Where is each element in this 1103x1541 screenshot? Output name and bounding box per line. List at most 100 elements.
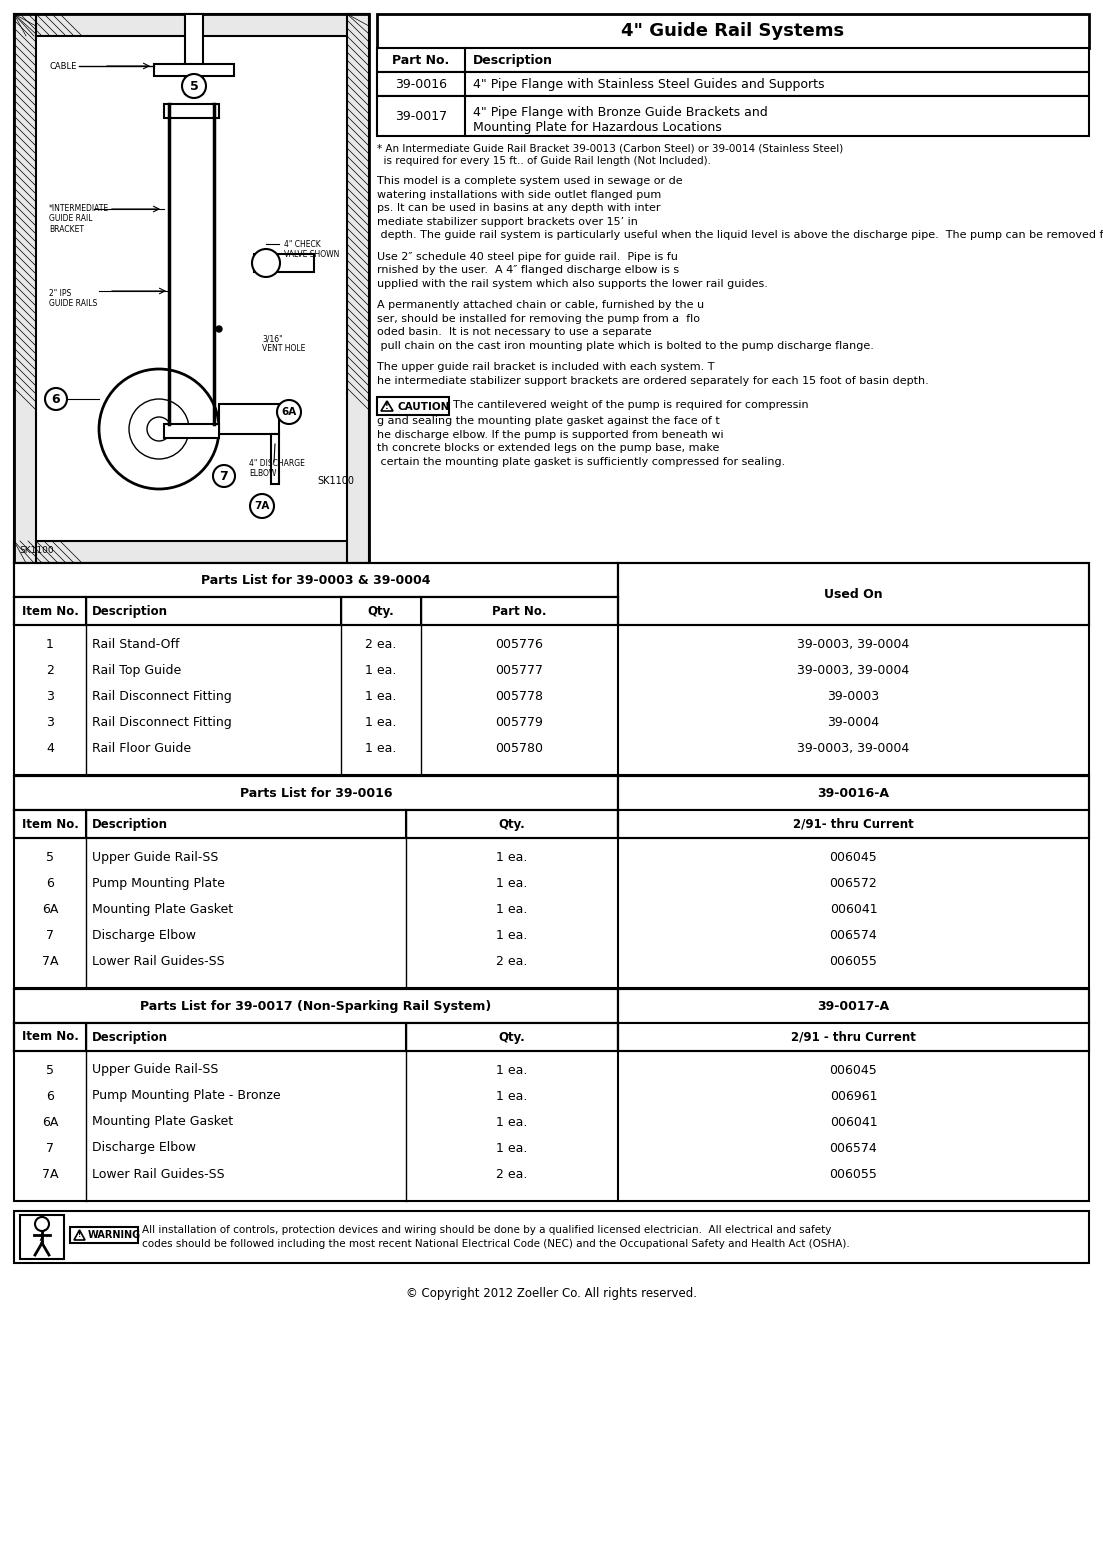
Text: 6: 6 xyxy=(46,877,54,889)
Text: 5: 5 xyxy=(46,1063,54,1077)
Text: Lower Rail Guides-SS: Lower Rail Guides-SS xyxy=(92,1168,225,1180)
Text: 6: 6 xyxy=(52,393,61,405)
Text: 006961: 006961 xyxy=(829,1089,877,1102)
Text: SK1100: SK1100 xyxy=(317,476,354,485)
Text: Rail Top Guide: Rail Top Guide xyxy=(92,664,181,676)
Bar xyxy=(14,1211,1089,1264)
Text: 2/91 - thru Current: 2/91 - thru Current xyxy=(791,1031,915,1043)
Text: © Copyright 2012 Zoeller Co. All rights reserved.: © Copyright 2012 Zoeller Co. All rights … xyxy=(406,1287,697,1299)
Bar xyxy=(185,14,203,94)
Text: 2" IPS
GUIDE RAILS: 2" IPS GUIDE RAILS xyxy=(49,290,97,308)
Text: watering installations with side outlet flanged pum: watering installations with side outlet … xyxy=(377,190,662,199)
Text: Used On: Used On xyxy=(824,587,882,601)
Text: upplied with the rail system which also supports the lower rail guides.: upplied with the rail system which also … xyxy=(377,279,768,288)
Text: Use 2″ schedule 40 steel pipe for guide rail.  Pipe is fu: Use 2″ schedule 40 steel pipe for guide … xyxy=(377,251,678,262)
Circle shape xyxy=(250,495,274,518)
Text: CABLE: CABLE xyxy=(49,62,76,71)
Bar xyxy=(14,14,370,562)
Text: This model is a complete system used in sewage or de: This model is a complete system used in … xyxy=(377,176,683,186)
Text: Description: Description xyxy=(92,1031,168,1043)
Text: 4" DISCHARGE
ELBOW: 4" DISCHARGE ELBOW xyxy=(249,459,304,478)
Text: 39-0016-A: 39-0016-A xyxy=(817,786,889,800)
Text: 1 ea.: 1 ea. xyxy=(365,741,397,755)
Bar xyxy=(618,562,1089,626)
Bar xyxy=(14,562,618,596)
Text: 7: 7 xyxy=(46,929,54,942)
Text: 2 ea.: 2 ea. xyxy=(496,954,527,968)
Text: 006045: 006045 xyxy=(829,1063,877,1077)
Text: 1 ea.: 1 ea. xyxy=(365,689,397,703)
Text: Discharge Elbow: Discharge Elbow xyxy=(92,1142,196,1154)
Text: 1 ea.: 1 ea. xyxy=(496,1116,527,1128)
Bar xyxy=(14,596,618,626)
Text: 4: 4 xyxy=(46,741,54,755)
Bar xyxy=(618,1023,1089,1051)
Text: !: ! xyxy=(385,402,389,410)
Text: 006041: 006041 xyxy=(829,1116,877,1128)
Bar xyxy=(377,96,1089,136)
Text: 39-0004: 39-0004 xyxy=(827,715,879,729)
Text: CAUTION: CAUTION xyxy=(397,402,449,411)
Text: WARNING: WARNING xyxy=(88,1230,141,1241)
Bar xyxy=(14,541,370,562)
Text: Parts List for 39-0003 & 39-0004: Parts List for 39-0003 & 39-0004 xyxy=(201,573,431,587)
Text: 1 ea.: 1 ea. xyxy=(496,1142,527,1154)
Text: 1 ea.: 1 ea. xyxy=(365,715,397,729)
Text: codes should be followed including the most recent National Electrical Code (NEC: codes should be followed including the m… xyxy=(142,1239,849,1250)
Text: 7: 7 xyxy=(219,470,228,482)
Text: Description: Description xyxy=(473,54,553,66)
Text: 006574: 006574 xyxy=(829,929,877,942)
Text: 006055: 006055 xyxy=(829,1168,878,1180)
Text: 5: 5 xyxy=(190,80,199,92)
Text: 3: 3 xyxy=(46,715,54,729)
Circle shape xyxy=(182,74,206,99)
Bar xyxy=(618,989,1089,1023)
Text: Part No.: Part No. xyxy=(393,54,450,66)
Text: Qty.: Qty. xyxy=(499,1031,525,1043)
Text: pull chain on the cast iron mounting plate which is bolted to the pump discharge: pull chain on the cast iron mounting pla… xyxy=(377,341,874,350)
Text: he intermediate stabilizer support brackets are ordered separately for each 15 f: he intermediate stabilizer support brack… xyxy=(377,376,929,385)
Text: 005777: 005777 xyxy=(495,664,544,676)
Text: 39-0017-A: 39-0017-A xyxy=(817,1000,889,1012)
Text: Rail Stand-Off: Rail Stand-Off xyxy=(92,638,180,650)
Text: 4" Guide Rail Systems: 4" Guide Rail Systems xyxy=(621,22,845,40)
Text: 1 ea.: 1 ea. xyxy=(496,851,527,863)
Text: 005780: 005780 xyxy=(495,741,544,755)
Text: 1 ea.: 1 ea. xyxy=(496,877,527,889)
Text: 4" CHECK
VALVE SHOWN: 4" CHECK VALVE SHOWN xyxy=(283,240,340,259)
Circle shape xyxy=(216,327,222,331)
Text: 39-0003, 39-0004: 39-0003, 39-0004 xyxy=(797,741,910,755)
Bar xyxy=(254,254,314,273)
Text: Lower Rail Guides-SS: Lower Rail Guides-SS xyxy=(92,954,225,968)
Text: 1 ea.: 1 ea. xyxy=(496,929,527,942)
Text: ser, should be installed for removing the pump from a  flo: ser, should be installed for removing th… xyxy=(377,313,700,324)
Polygon shape xyxy=(40,1230,45,1241)
Bar xyxy=(618,811,1089,838)
Text: Part No.: Part No. xyxy=(492,604,547,618)
Text: depth. The guide rail system is particularly useful when the liquid level is abo: depth. The guide rail system is particul… xyxy=(377,230,1103,240)
Text: 6A: 6A xyxy=(281,407,297,418)
Text: Item No.: Item No. xyxy=(22,604,78,618)
Text: th concrete blocks or extended legs on the pump base, make: th concrete blocks or extended legs on t… xyxy=(377,442,719,453)
Circle shape xyxy=(45,388,67,410)
Text: 4" Pipe Flange with Stainless Steel Guides and Supports: 4" Pipe Flange with Stainless Steel Guid… xyxy=(473,77,825,91)
Bar xyxy=(618,777,1089,811)
Text: 1 ea.: 1 ea. xyxy=(496,903,527,915)
Bar xyxy=(377,48,1089,72)
Text: he discharge elbow. If the pump is supported from beneath wi: he discharge elbow. If the pump is suppo… xyxy=(377,430,724,439)
Bar xyxy=(14,562,1089,775)
Text: 6: 6 xyxy=(46,1089,54,1102)
Text: All installation of controls, protection devices and wiring should be done by a : All installation of controls, protection… xyxy=(142,1225,832,1234)
Bar xyxy=(14,14,370,35)
Bar xyxy=(14,989,618,1023)
Text: 7: 7 xyxy=(46,1142,54,1154)
Text: 005776: 005776 xyxy=(495,638,544,650)
Bar xyxy=(377,398,449,415)
Text: Pump Mounting Plate - Bronze: Pump Mounting Plate - Bronze xyxy=(92,1089,280,1102)
Circle shape xyxy=(277,401,301,424)
Text: Parts List for 39-0016: Parts List for 39-0016 xyxy=(239,786,393,800)
Text: g and sealing the mounting plate gasket against the face of t: g and sealing the mounting plate gasket … xyxy=(377,416,720,425)
Text: 39-0003, 39-0004: 39-0003, 39-0004 xyxy=(797,664,910,676)
Circle shape xyxy=(251,250,280,277)
Text: SK1100: SK1100 xyxy=(19,546,54,555)
